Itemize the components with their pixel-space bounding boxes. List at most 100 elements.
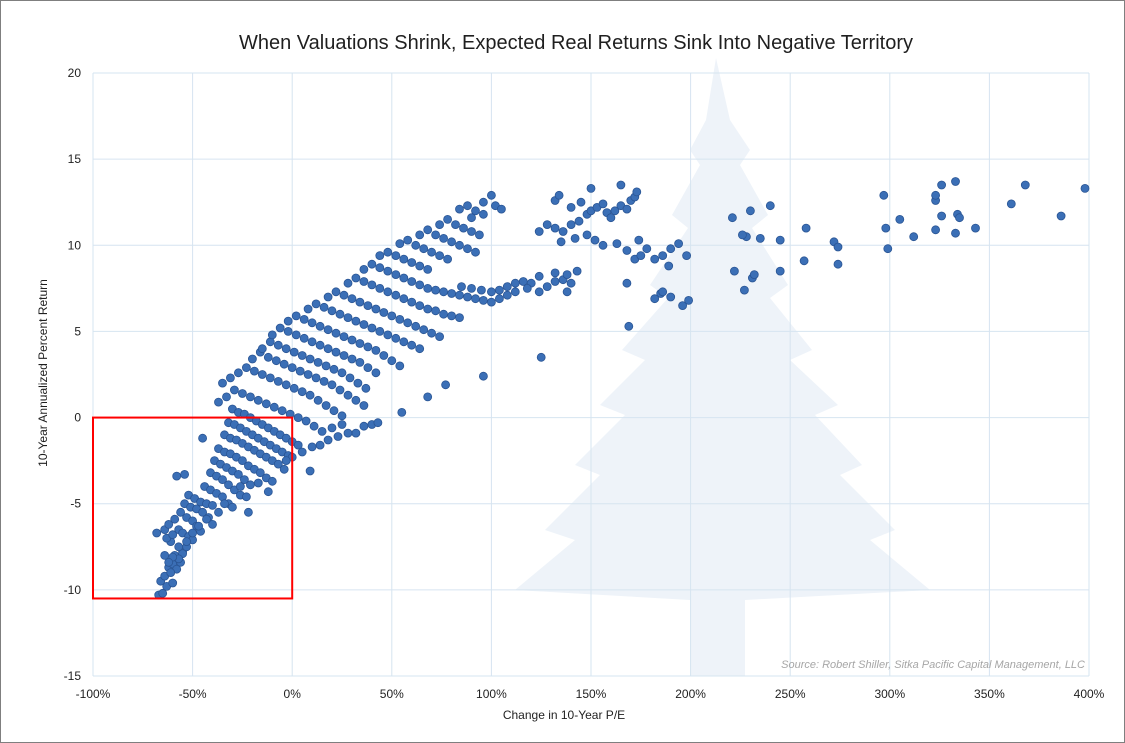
data-point	[355, 339, 365, 348]
data-point	[494, 285, 504, 295]
data-point	[299, 333, 309, 343]
data-point	[387, 311, 397, 321]
data-point	[478, 197, 488, 207]
data-point	[331, 287, 341, 297]
data-point	[383, 247, 393, 257]
data-point	[562, 287, 572, 297]
data-point	[478, 295, 488, 305]
data-point	[333, 432, 343, 441]
data-point	[297, 387, 307, 397]
data-point	[427, 328, 437, 338]
data-point	[586, 183, 596, 193]
data-point	[457, 282, 466, 292]
data-point	[650, 294, 660, 304]
data-point	[411, 240, 421, 250]
data-point	[359, 401, 369, 410]
data-point	[172, 471, 182, 481]
data-point	[241, 363, 251, 373]
x-axis-ticks: -100% -50% 0% 50% 100% 150% 200% 250% 300% 350% 40…	[76, 687, 1105, 701]
data-point	[371, 368, 381, 378]
data-point	[343, 428, 353, 438]
data-point	[208, 520, 217, 529]
data-point	[399, 254, 409, 264]
data-point	[447, 237, 457, 247]
data-point	[423, 304, 433, 314]
y-tick-label: 5	[74, 324, 81, 338]
data-point	[749, 270, 759, 280]
data-point	[407, 258, 417, 267]
data-point	[415, 344, 425, 354]
data-point	[315, 321, 325, 331]
data-point	[255, 468, 265, 478]
data-point	[347, 354, 357, 364]
data-point	[486, 297, 496, 307]
data-point	[799, 256, 809, 266]
data-point	[399, 294, 409, 304]
data-point	[267, 476, 277, 486]
data-point	[335, 385, 345, 395]
data-point	[253, 395, 263, 405]
data-point	[160, 551, 170, 560]
data-point	[576, 197, 586, 207]
x-tick-label: 50%	[380, 687, 404, 701]
y-tick-label: 20	[68, 66, 82, 80]
data-point	[833, 259, 843, 269]
data-point	[305, 466, 315, 476]
data-point	[435, 332, 445, 342]
data-point	[383, 330, 393, 340]
data-point	[616, 180, 626, 190]
data-point	[624, 321, 634, 331]
data-point	[632, 187, 642, 197]
data-point	[478, 209, 488, 219]
data-point	[297, 351, 307, 360]
data-point	[1020, 180, 1030, 190]
data-point	[379, 308, 389, 317]
data-point	[1080, 183, 1090, 193]
data-point	[522, 283, 532, 293]
data-point	[664, 261, 674, 271]
data-point	[331, 347, 341, 357]
data-point	[363, 301, 373, 311]
data-point	[313, 395, 323, 405]
data-point	[327, 380, 337, 390]
data-point	[315, 340, 325, 350]
data-point	[345, 373, 355, 383]
data-point	[435, 251, 445, 261]
data-point	[235, 482, 245, 491]
data-point	[367, 259, 377, 269]
data-point	[534, 227, 544, 236]
data-point	[225, 373, 235, 383]
data-point	[510, 287, 520, 297]
data-point	[674, 239, 683, 249]
data-point	[471, 206, 480, 216]
data-point	[208, 500, 217, 510]
data-point	[427, 247, 437, 257]
data-point	[279, 464, 289, 474]
data-point	[411, 321, 421, 331]
data-point	[371, 345, 381, 355]
data-point	[289, 383, 299, 393]
data-point	[241, 492, 251, 502]
data-point	[182, 537, 192, 546]
data-point	[486, 287, 496, 297]
data-point	[636, 251, 646, 261]
data-point	[307, 442, 317, 452]
data-point	[257, 370, 267, 379]
data-point	[233, 469, 243, 479]
data-point	[423, 264, 433, 274]
data-point	[455, 240, 464, 250]
data-point	[775, 266, 785, 276]
data-point	[415, 230, 425, 240]
data-point	[303, 370, 313, 379]
data-point	[343, 313, 353, 323]
y-axis-ticks: -15 -10 -5 0 5 10 15 20	[64, 66, 82, 683]
data-point	[305, 354, 315, 364]
data-point	[463, 201, 472, 211]
data-point	[419, 244, 429, 254]
data-point	[666, 292, 676, 302]
data-point	[263, 487, 273, 497]
data-point	[198, 433, 208, 443]
data-point	[307, 337, 317, 347]
data-point	[305, 390, 315, 400]
